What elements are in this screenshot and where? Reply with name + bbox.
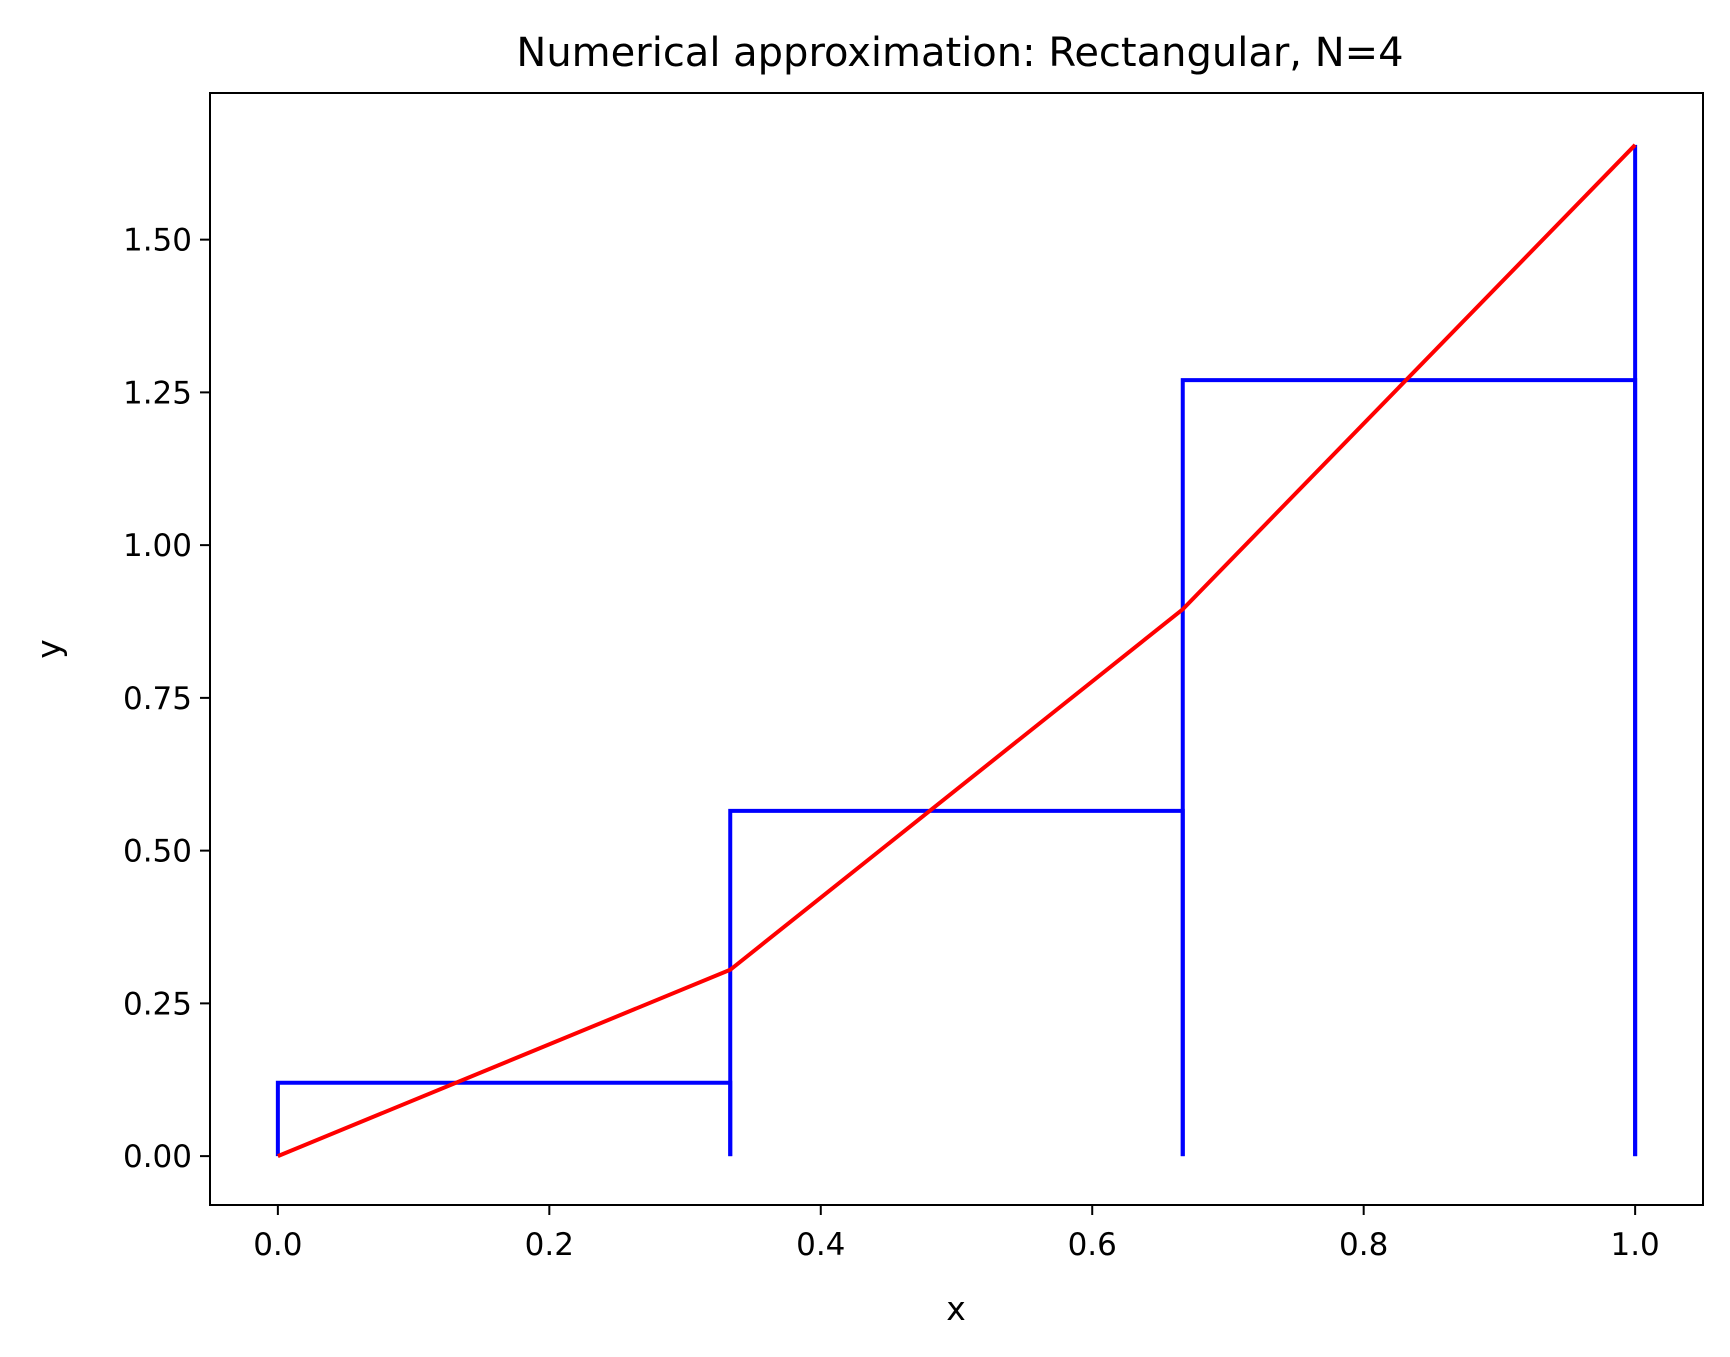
y-tick-label: 0.25: [123, 986, 192, 1022]
x-axis-label: x: [946, 1289, 966, 1328]
y-axis: 0.00 0.25 0.50 0.75 1.00 1.25 1.50: [123, 223, 210, 1175]
function-curve: [277, 143, 1637, 1158]
x-tick-label: 0.2: [525, 1227, 574, 1263]
x-tick-label: 0.6: [1068, 1227, 1117, 1263]
y-tick-label: 0.50: [123, 834, 192, 870]
y-tick-label: 0.75: [123, 681, 192, 717]
x-tick-label: 0.0: [253, 1227, 302, 1263]
y-axis-label: y: [29, 639, 68, 659]
x-tick-label: 0.4: [796, 1227, 845, 1263]
y-tick-label: 1.00: [123, 528, 192, 564]
axes-frame: [209, 92, 1704, 1206]
x-axis: 0.0 0.2 0.4 0.6 0.8 1.0: [253, 1205, 1660, 1263]
chart-title: Numerical approximation: Rectangular, N=…: [516, 30, 1403, 76]
x-tick-label: 1.0: [1610, 1227, 1659, 1263]
y-tick-label: 0.00: [123, 1139, 192, 1175]
y-tick-label: 1.50: [123, 223, 192, 259]
data-layer: [275, 143, 1638, 1158]
x-tick-label: 0.8: [1339, 1227, 1388, 1263]
y-tick-label: 1.25: [123, 375, 192, 411]
